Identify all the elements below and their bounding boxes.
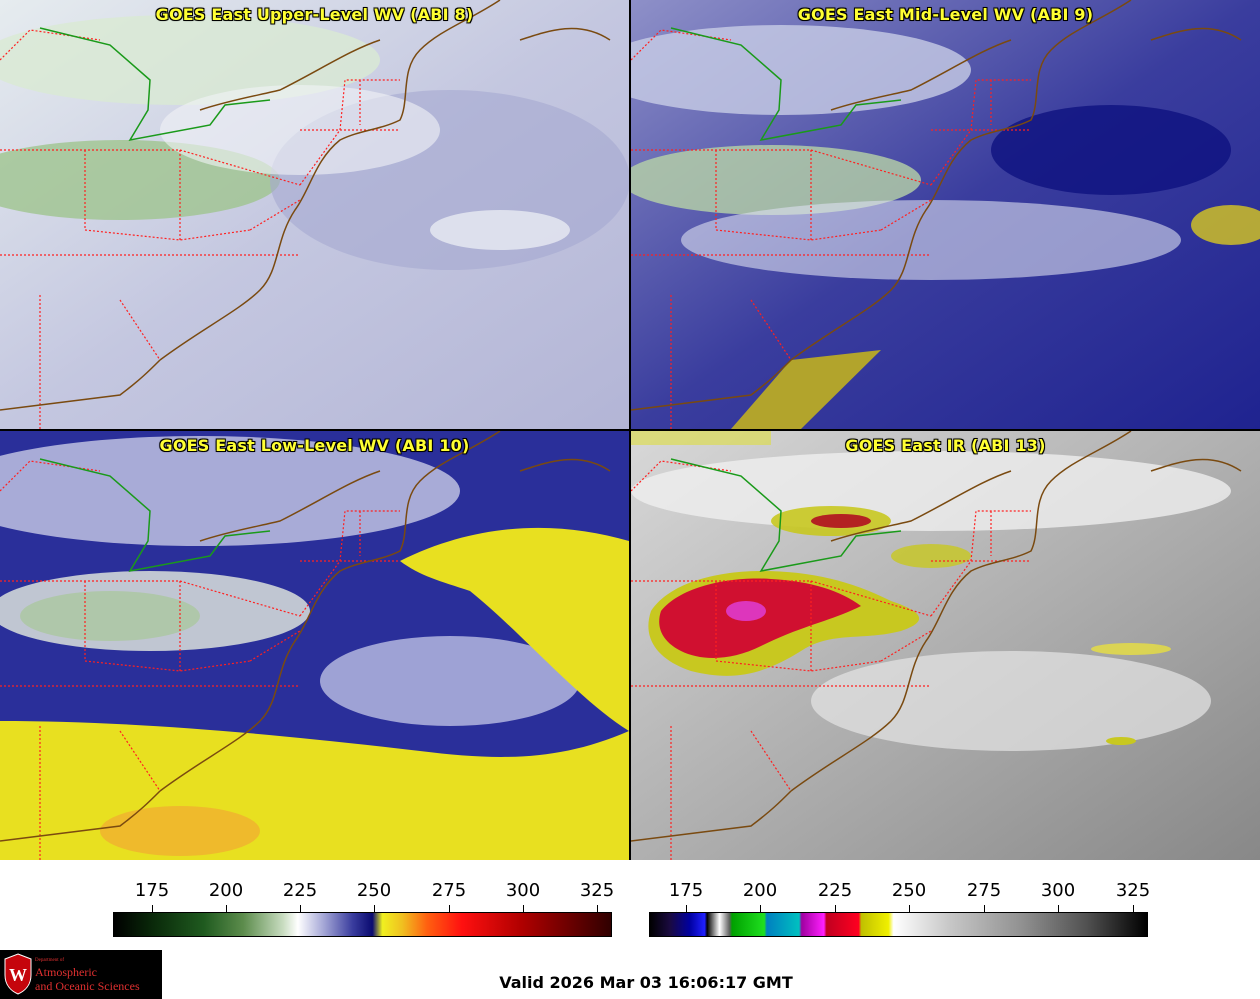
- tick-label: 250: [891, 880, 927, 901]
- panel-title: GOES East Upper-Level WV (ABI 8): [155, 5, 474, 24]
- tick-label: 200: [208, 880, 244, 901]
- valid-time: Valid 2026 Mar 03 16:06:17 GMT: [499, 973, 793, 992]
- panel-title: GOES East Low-Level WV (ABI 10): [159, 436, 470, 455]
- wv-colorbar: [113, 912, 612, 937]
- uw-crest-icon: W: [4, 953, 32, 995]
- tick-label: 225: [282, 880, 318, 901]
- tick-label: 175: [134, 880, 170, 901]
- tick-label: 300: [1040, 880, 1076, 901]
- panel-title: GOES East IR (ABI 13): [845, 436, 1046, 455]
- low-level-wv-image: [0, 431, 629, 860]
- tick-label: 325: [1115, 880, 1151, 901]
- svg-text:W: W: [9, 965, 27, 985]
- panel-mid-level-wv: GOES East Mid-Level WV (ABI 9): [631, 0, 1260, 429]
- tick-label: 300: [505, 880, 541, 901]
- logo-line1: Atmospheric: [35, 965, 97, 979]
- tick-label: 275: [431, 880, 467, 901]
- panel-title: GOES East Mid-Level WV (ABI 9): [797, 5, 1094, 24]
- aos-logo: W Department of Atmospheric and Oceanic …: [0, 950, 162, 999]
- mid-level-wv-image: [631, 0, 1260, 429]
- panel-ir: GOES East IR (ABI 13): [631, 431, 1260, 860]
- panel-upper-level-wv: GOES East Upper-Level WV (ABI 8): [0, 0, 629, 429]
- ir-colorbar: [649, 912, 1148, 937]
- upper-level-wv-image: [0, 0, 629, 429]
- wv-colorbar-ticks: 175 200 225 250 275 300 325: [113, 880, 615, 914]
- logo-dept: Department of: [35, 958, 65, 963]
- ir-image: [631, 431, 1260, 860]
- tick-label: 225: [817, 880, 853, 901]
- tick-label: 175: [668, 880, 704, 901]
- ir-colorbar-ticks: 175 200 225 250 275 300 325: [649, 880, 1151, 914]
- panel-low-level-wv: GOES East Low-Level WV (ABI 10): [0, 431, 629, 860]
- tick-label: 275: [966, 880, 1002, 901]
- logo-line2: and Oceanic Sciences: [35, 979, 140, 993]
- satellite-panels: GOES East Upper-Level WV (ABI 8): [0, 0, 1260, 860]
- tick-label: 325: [579, 880, 615, 901]
- tick-label: 200: [742, 880, 778, 901]
- tick-label: 250: [356, 880, 392, 901]
